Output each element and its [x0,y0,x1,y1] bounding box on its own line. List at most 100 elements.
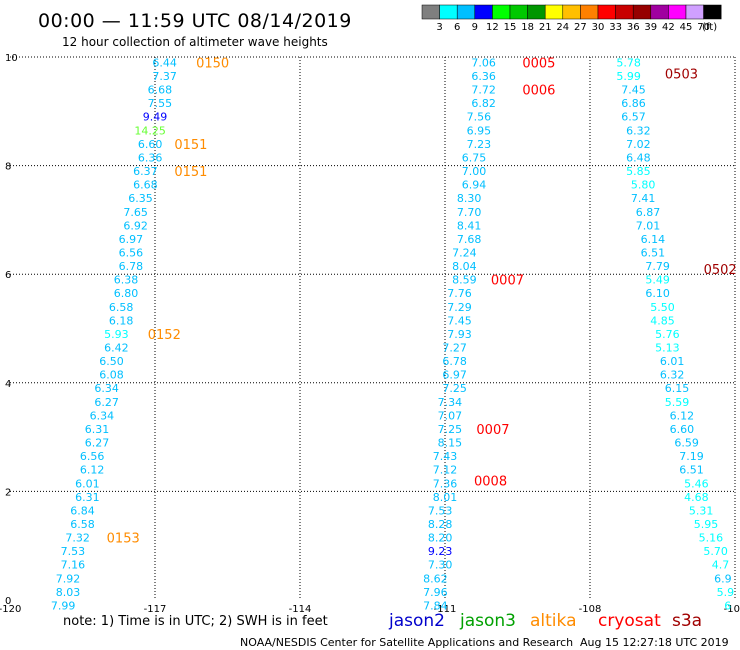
data-point-label: 5.46 [684,477,709,490]
data-point-label: 8.20 [428,532,453,545]
data-point-label: 7.65 [123,206,148,219]
data-point-label: 6.56 [119,246,144,259]
data-point-label: 7.53 [61,545,86,558]
data-point-label: 5.50 [650,301,675,314]
data-point-label: 5.31 [689,504,714,517]
data-point-label: 8.41 [457,219,482,232]
y-tick-label: 2 [5,487,11,498]
data-point-label: 6.60 [670,423,695,436]
data-point-label: 9.23 [428,545,453,558]
data-point-label: 6.78 [119,260,144,273]
data-point-label: 7.25 [442,382,467,395]
data-point-label: 7.72 [471,84,496,97]
data-point-label: 4.85 [650,314,675,327]
data-point-label: 5.49 [645,274,670,287]
data-point-label: 14.25 [134,124,166,137]
data-point-label: 8.04 [452,260,477,273]
data-point-label: 7.30 [428,559,453,572]
colorbar-unit: (ft) [702,22,717,33]
data-point-label: 7.79 [645,260,670,273]
data-point-label: 6.37 [133,165,158,178]
time-label: 0008 [474,475,507,490]
data-point-label: 6.12 [80,464,105,477]
x-tick-label: -105 [724,604,740,615]
colorbar-swatch [492,4,511,20]
data-point-label: 5.95 [694,518,719,531]
data-point-label: 6.68 [148,84,173,97]
data-point-label: 6.75 [462,151,487,164]
data-point-label: 6.95 [467,124,492,137]
data-point-label: 6.01 [660,355,685,368]
data-point-label: 7.25 [438,423,463,436]
data-point-label: 5.93 [104,328,129,341]
colorbar-label: 36 [627,22,640,33]
data-point-label: 6.68 [133,179,158,192]
colorbar-label: 70 [697,22,710,33]
data-point-label: 8.59 [452,274,477,287]
y-tick-label: 0 [5,596,11,607]
legend-item-cryosat: cryosat [598,611,661,631]
data-point-label: 6.58 [70,518,95,531]
colorbar-label: 33 [609,22,622,33]
data-point-label: 6.82 [471,97,496,110]
data-point-label: 6.50 [99,355,124,368]
data-point-label: 8.15 [438,437,463,450]
colorbar-label: 18 [521,22,534,33]
colorbar-label: 6 [454,22,460,33]
data-point-label: 7.01 [636,219,661,232]
data-point-label: 4.68 [684,491,709,504]
data-point-label: 6.78 [442,355,467,368]
data-point-label: 6.97 [442,369,467,382]
data-point-label: 6.27 [85,437,110,450]
data-point-label: 7.76 [447,287,472,300]
data-point-label: 6.31 [85,423,110,436]
data-point-label: 7.84 [423,599,448,612]
data-point-label: 5.76 [655,328,680,341]
data-point-label: 6.60 [138,138,163,151]
data-point-label: 7.24 [452,246,477,259]
data-point-label: 7.23 [467,138,492,151]
data-point-label: 8.03 [56,586,81,599]
data-point-label: 5.78 [616,56,641,69]
legend-item-s3a: s3a [672,611,702,631]
colorbar-label: 45 [680,22,693,33]
data-point-label: 6.92 [123,219,148,232]
colorbar-label: 27 [574,22,587,33]
colorbar-swatch [439,4,458,20]
colorbar-swatch [597,4,616,20]
timestamp-text: Aug 15 12:27:18 UTC 2019 [580,636,729,649]
data-point-label: 6.97 [119,233,144,246]
colorbar-swatch [474,4,493,20]
colorbar-swatch [685,4,704,20]
data-point-label: 6.14 [641,233,666,246]
chart-subtitle: 12 hour collection of altimeter wave hei… [62,35,328,49]
data-point-label: 6.27 [94,396,119,409]
colorbar-label: 15 [504,22,517,33]
data-point-label: 6.87 [636,206,661,219]
y-axis-ticks: 0 2 4 6 8 10 [5,53,18,607]
colorbar-swatch [703,4,722,20]
data-point-label: 6.48 [626,151,651,164]
data-point-label: 6.35 [128,192,153,205]
colorbar-label: 24 [556,22,569,33]
data-point-label: 6.57 [621,111,646,124]
time-label: 0153 [107,532,140,547]
colorbar-label: 12 [486,22,499,33]
data-point-label: 7.55 [148,97,173,110]
data-point-label: 6.86 [621,97,646,110]
data-point-label: 6.44 [152,56,177,69]
data-point-label: 7.43 [433,450,458,463]
data-point-label: 7.99 [51,599,76,612]
colorbar-swatch [456,4,476,20]
data-point-label: 7.45 [447,314,472,327]
data-point-label: 7.27 [442,342,467,355]
data-point-label: 6.84 [70,504,95,517]
colorbar-label: 21 [539,22,552,33]
data-point-label: 5.85 [626,165,651,178]
time-label: 0007 [476,423,509,438]
y-tick-label: 6 [5,270,11,281]
data-point-label: 8.01 [433,491,458,504]
data-point-label: 7.16 [61,559,86,572]
